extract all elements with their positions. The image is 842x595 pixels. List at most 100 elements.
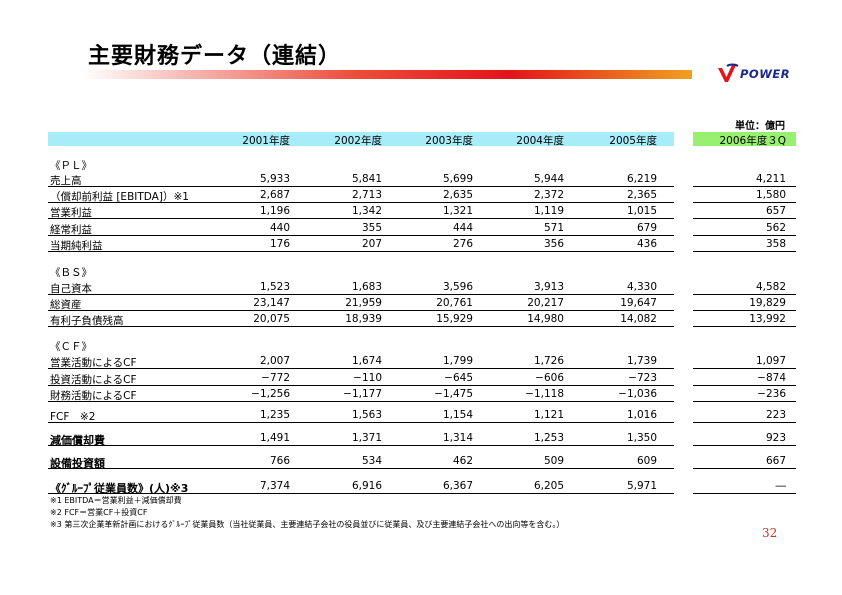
title-underline-bar	[82, 70, 692, 79]
row-value: 440	[269, 222, 290, 234]
row-underline	[48, 493, 674, 494]
row-value: 2,635	[442, 189, 473, 201]
row-value: 1,371	[351, 432, 382, 444]
row-value: 2,365	[626, 189, 657, 201]
row-label: 総資産	[50, 299, 82, 311]
row-label: 設備投資額	[50, 457, 105, 470]
row-value: 5,933	[259, 173, 290, 185]
row-value: 2,687	[259, 189, 290, 201]
row-value: 1,726	[533, 355, 564, 367]
row-value: 6,205	[533, 480, 564, 492]
row-value: 2,007	[259, 355, 290, 367]
row-label: 当期純利益	[50, 240, 103, 252]
row-value: 1,121	[533, 409, 564, 421]
row-underline-current	[693, 493, 796, 494]
row-value: 1,015	[626, 205, 657, 217]
row-underline-current	[693, 368, 796, 369]
row-value: 4,330	[626, 281, 657, 293]
row-value: 1,350	[626, 432, 657, 444]
row-value: 1,563	[351, 409, 382, 421]
row-underline	[48, 294, 674, 295]
row-value: 19,647	[620, 297, 657, 309]
row-value: 356	[543, 238, 564, 250]
logo-mark-icon	[718, 63, 739, 82]
row-label: 売上高	[50, 175, 82, 187]
row-value: −772	[261, 372, 290, 384]
row-value: 4,211	[755, 173, 786, 185]
row-value: 15,929	[436, 313, 473, 325]
row-value: 5,699	[442, 173, 473, 185]
row-value: 562	[765, 222, 786, 234]
row-value: 5,841	[351, 173, 382, 185]
column-header: 2003年度	[425, 135, 473, 147]
row-value: 766	[269, 455, 290, 467]
row-label: 《ｸﾞﾙｰﾌﾟ従業員数》(人)※3	[50, 482, 189, 495]
row-value: −1,475	[434, 388, 473, 400]
row-value: 14,082	[620, 313, 657, 325]
row-label: 自己資本	[50, 283, 92, 295]
section-heading: 《ＰＬ》	[50, 160, 92, 172]
row-value: 1,314	[442, 432, 473, 444]
row-value: ―	[775, 480, 787, 492]
row-underline	[48, 326, 674, 327]
row-value: 1,321	[442, 205, 473, 217]
row-label: 有利子負債残高	[50, 315, 124, 327]
row-value: 1,097	[755, 355, 786, 367]
table-header-row: 2001年度 2002年度 2003年度 2004年度 2005年度 2006年度３Q	[48, 132, 796, 147]
row-underline	[48, 310, 674, 311]
row-value: 1,739	[626, 355, 657, 367]
row-value: 1,342	[351, 205, 382, 217]
row-value: 1,235	[259, 409, 290, 421]
row-value: 657	[765, 205, 786, 217]
header-background	[48, 132, 674, 146]
row-label: 営業利益	[50, 207, 92, 219]
row-underline	[48, 445, 674, 446]
row-value: 276	[452, 238, 473, 250]
section-heading: 《ＢＳ》	[50, 267, 92, 279]
row-value: −645	[444, 372, 473, 384]
row-underline-current	[693, 445, 796, 446]
row-value: 436	[636, 238, 657, 250]
row-value: 223	[765, 409, 786, 421]
row-underline-current	[693, 218, 796, 219]
row-underline-current	[693, 310, 796, 311]
row-value: 2,372	[533, 189, 564, 201]
row-underline-current	[693, 186, 796, 187]
row-value: 5,971	[626, 480, 657, 492]
row-value: 444	[452, 222, 473, 234]
row-value: −236	[757, 388, 786, 400]
row-value: 1,196	[259, 205, 290, 217]
row-value: 1,253	[533, 432, 564, 444]
row-value: 19,829	[749, 297, 786, 309]
footnote: ※3 第三次企業革新計画におけるｸﾞﾙｰﾌﾟ従業員数（当社従業員、主要連結子会社…	[50, 520, 565, 529]
row-value: −110	[353, 372, 382, 384]
row-underline-current	[693, 326, 796, 327]
row-label: 投資活動によるCF	[50, 374, 137, 386]
row-value: 1,580	[755, 189, 786, 201]
row-value: 23,147	[253, 297, 290, 309]
row-value: 6,219	[626, 173, 657, 185]
row-value: 1,674	[351, 355, 382, 367]
page-title: 主要財務データ（連結）	[88, 44, 342, 69]
column-header: 2001年度	[242, 135, 290, 147]
row-value: −874	[757, 372, 786, 384]
row-value: 5,944	[533, 173, 564, 185]
row-value: 571	[543, 222, 564, 234]
row-underline	[48, 202, 674, 203]
row-underline	[48, 468, 674, 469]
page-number: 32	[762, 526, 778, 540]
row-value: 14,980	[527, 313, 564, 325]
row-value: −1,256	[251, 388, 290, 400]
row-value: 1,799	[442, 355, 473, 367]
row-underline-current	[693, 468, 796, 469]
row-value: 13,992	[749, 313, 786, 325]
row-underline	[48, 422, 674, 423]
row-value: 2,713	[351, 189, 382, 201]
row-value: 18,939	[345, 313, 382, 325]
row-underline	[48, 368, 674, 369]
row-underline	[48, 385, 674, 386]
row-value: 1,016	[626, 409, 657, 421]
row-value: 358	[765, 238, 786, 250]
row-value: 4,582	[755, 281, 786, 293]
row-value: −1,118	[525, 388, 564, 400]
